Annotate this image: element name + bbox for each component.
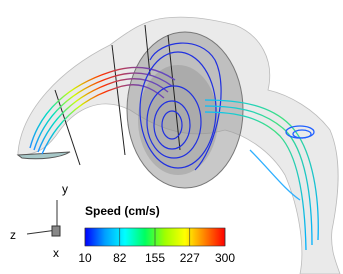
colorbar-tick-label: 300 [215, 251, 235, 265]
axis-label: x [53, 246, 59, 260]
colorbar-tick-label: 155 [145, 251, 165, 265]
axis-label: y [62, 182, 68, 196]
axes-triad [27, 200, 60, 236]
colorbar-tick-label: 10 [78, 251, 92, 265]
page: y z x Speed (cm/s) 1082155227300 (() => … [0, 0, 343, 274]
figure: y z x Speed (cm/s) 10 82 155 227 300 [0, 0, 343, 274]
axis-label: z [10, 228, 16, 242]
colorbar-tick-label: 227 [180, 251, 200, 265]
colorbar-tick-label: 82 [113, 251, 127, 265]
colorbar-title: Speed (cm/s) [85, 204, 160, 218]
